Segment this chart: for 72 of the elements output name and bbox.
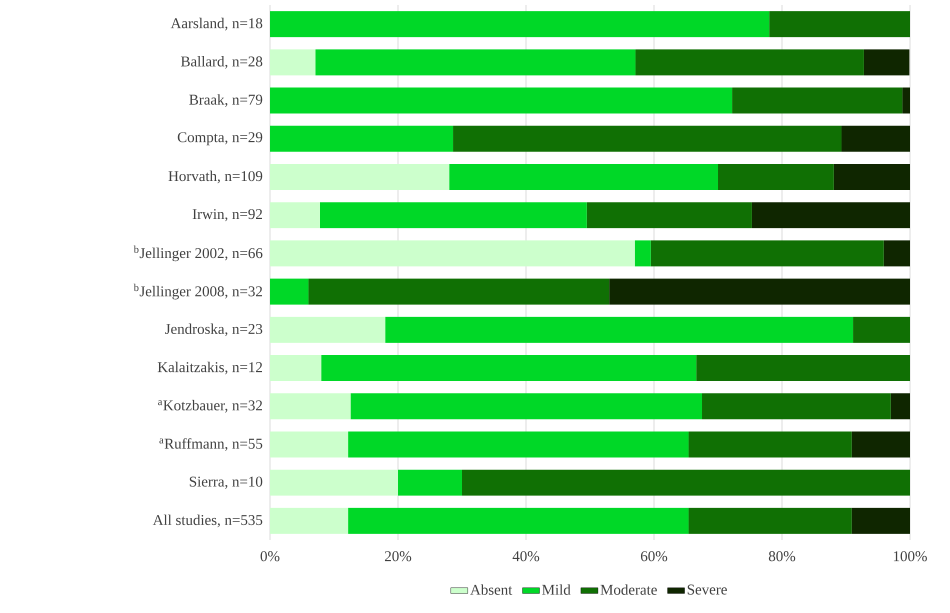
bar (315, 49, 636, 76)
y-tick-label: $^{a}$Kotzbauer, n=32 (158, 400, 262, 413)
bar (308, 278, 610, 305)
bar (852, 508, 910, 534)
bar (270, 431, 348, 458)
y-tick-label: $^{b}$Jellinger 2008, n=32 (134, 284, 262, 300)
bar (270, 278, 308, 305)
bar (752, 202, 910, 228)
x-tick-label: 0% (260, 551, 280, 562)
y-tick-label: Irwin, n=92 (192, 209, 262, 222)
bar (321, 355, 696, 382)
bar (732, 88, 902, 114)
bar (270, 470, 398, 496)
bar (688, 508, 852, 534)
legend-label: Absent (470, 584, 512, 595)
bar (270, 240, 635, 266)
bar (270, 316, 386, 343)
y-tick-label: Braak, n=79 (189, 94, 262, 107)
bar (270, 164, 450, 190)
bar (696, 355, 910, 382)
bar (449, 164, 718, 190)
bar (270, 49, 316, 76)
bar (834, 164, 910, 190)
y-tick-label: Horvath, n=109 (168, 170, 262, 184)
bar (453, 126, 842, 152)
bar (348, 508, 689, 534)
y-tick-label: $^{b}$Jellinger 2002, n=66 (134, 246, 262, 262)
bar (650, 240, 884, 266)
bar (884, 240, 910, 266)
y-tick-label: Sierra, n=10 (190, 476, 262, 489)
y-tick-label: Jendroska, n=23 (165, 324, 262, 336)
bar (270, 508, 348, 534)
bar (702, 393, 891, 420)
bar (852, 431, 910, 458)
legend-label: Mild (542, 584, 571, 595)
legend-label: Severe (688, 584, 727, 595)
bar (398, 470, 462, 496)
legend-label: Moderate (600, 584, 657, 595)
bar (462, 470, 910, 496)
bar (609, 278, 910, 305)
bar (270, 126, 454, 152)
x-tick-label: 60% (640, 551, 668, 562)
bar (864, 49, 910, 76)
bar (270, 355, 322, 382)
y-tick-label: Aarsland, n=18 (170, 18, 262, 30)
bar (634, 240, 651, 266)
y-tick-label: Ballard, n=28 (180, 56, 262, 69)
x-tick-label: 100% (894, 551, 927, 562)
y-tick-label: $^{a}$Ruffmann, n=55 (159, 438, 262, 451)
bar (270, 88, 732, 114)
bar (385, 316, 854, 343)
bar (853, 316, 910, 343)
bar (902, 88, 910, 114)
bar (270, 393, 351, 420)
bar (350, 393, 702, 420)
bar (769, 11, 910, 38)
x-tick-label: 20% (384, 551, 412, 562)
x-tick-label: 40% (512, 551, 540, 562)
bar (270, 202, 320, 228)
bar (842, 126, 910, 152)
bar (688, 431, 852, 458)
x-tick-label: 80% (768, 551, 796, 562)
bar (586, 202, 752, 228)
bar (635, 49, 864, 76)
bar (270, 11, 770, 38)
y-tick-label: Compta, n=29 (178, 132, 262, 146)
bar (890, 393, 910, 420)
bar (320, 202, 587, 228)
y-tick-label: Kalaitzakis, n=12 (158, 362, 262, 374)
bar (348, 431, 689, 458)
bar (718, 164, 834, 190)
y-tick-label: All studies, n=535 (152, 514, 262, 528)
